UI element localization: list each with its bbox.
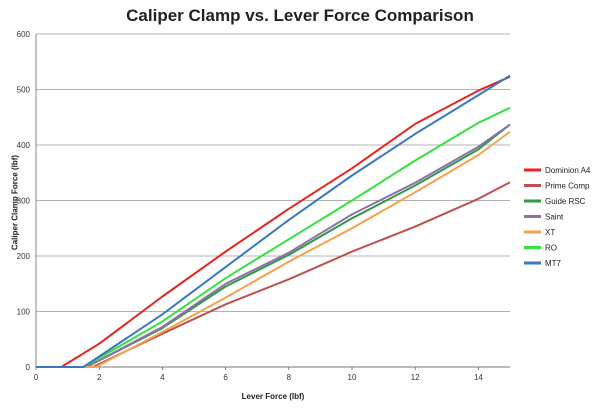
x-tick-label: 12 xyxy=(411,373,420,382)
y-tick-label: 600 xyxy=(17,30,31,39)
x-tick-label: 10 xyxy=(348,373,357,382)
chart-title: Caliper Clamp vs. Lever Force Comparison xyxy=(126,6,474,25)
x-tick-label: 2 xyxy=(97,373,102,382)
x-tick-label: 8 xyxy=(287,373,292,382)
series-line-0 xyxy=(36,75,511,368)
x-tick-label: 14 xyxy=(474,373,483,382)
series-line-3 xyxy=(36,123,511,368)
legend-label: Dominion A4 xyxy=(545,166,591,175)
y-tick-label: 300 xyxy=(17,197,31,206)
legend-label: Saint xyxy=(545,213,564,222)
y-tick-label: 100 xyxy=(17,308,31,317)
x-axis-label: Lever Force (lbf) xyxy=(241,392,305,401)
legend-label: Guide RSC xyxy=(545,197,586,206)
series-line-6 xyxy=(36,74,511,368)
legend-label: Prime Comp xyxy=(545,182,590,191)
legend-label: RO xyxy=(545,244,557,253)
series-line-5 xyxy=(36,106,511,368)
x-tick-label: 4 xyxy=(160,373,165,382)
x-tick-label: 6 xyxy=(223,373,228,382)
y-tick-label: 400 xyxy=(17,141,31,150)
series-line-2 xyxy=(36,123,511,368)
y-tick-label: 0 xyxy=(26,363,31,372)
series-line-4 xyxy=(36,130,511,368)
legend-label: XT xyxy=(545,228,555,237)
x-tick-label: 0 xyxy=(34,373,39,382)
legend-label: MT7 xyxy=(545,259,562,268)
y-tick-label: 500 xyxy=(17,86,31,95)
y-tick-label: 200 xyxy=(17,252,31,261)
series-line-1 xyxy=(36,181,511,368)
